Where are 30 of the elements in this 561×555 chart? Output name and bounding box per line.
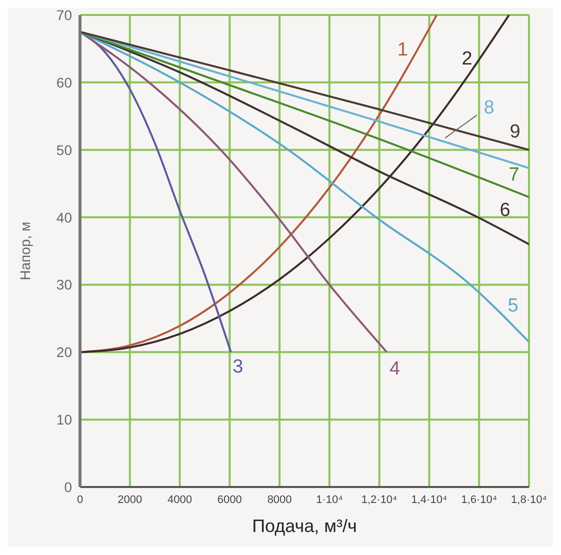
- x-tick-label: 0: [76, 494, 84, 506]
- y-tick-label: 40: [56, 209, 72, 226]
- y-tick-label: 0: [64, 478, 72, 495]
- y-tick-label: 10: [56, 412, 72, 428]
- y-tick-label: 70: [56, 6, 72, 23]
- y-tick-label: 60: [56, 74, 72, 90]
- y-tick-label: 50: [56, 142, 72, 158]
- x-tick-label: 1,4·10⁴: [411, 494, 448, 506]
- series-label: 4: [390, 358, 401, 380]
- series-label: 6: [500, 200, 510, 221]
- y-tick-label: 20: [56, 344, 72, 360]
- series-label: 3: [232, 356, 244, 378]
- y-axis-title: Напор, м: [16, 222, 33, 280]
- x-tick-label: 6000: [217, 494, 242, 506]
- x-tick-label: 8000: [267, 494, 292, 506]
- x-tick-label: 1,6·10⁴: [461, 494, 498, 506]
- series-label: 5: [508, 296, 518, 317]
- series-label: 7: [508, 164, 520, 186]
- x-tick-label: 2000: [118, 494, 142, 506]
- x-axis-title: Подача, м³/ч: [252, 516, 357, 536]
- series-label: 1: [397, 40, 408, 60]
- x-tick-label: 1,8·10⁴: [511, 494, 548, 506]
- series-label: 2: [462, 48, 472, 70]
- x-tick-label: 1,2·10⁴: [361, 494, 398, 506]
- line-series: [80, 30, 529, 198]
- x-tick-label: 4000: [168, 494, 192, 506]
- x-tick-label: 1·10⁴: [316, 494, 344, 506]
- y-tick-label: 30: [56, 276, 72, 293]
- series-label: 9: [510, 121, 520, 142]
- series-label: 8: [484, 98, 494, 119]
